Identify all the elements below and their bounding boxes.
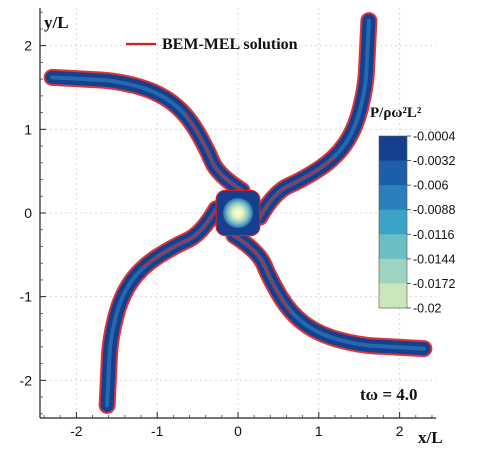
vortex-arms	[43, 12, 433, 414]
legend-label-bem-mel: BEM-MEL solution	[162, 36, 298, 53]
x-tick-label-1: -1	[151, 423, 164, 439]
vortex-core	[223, 198, 253, 228]
colorbar-title: P/ρω²L²	[370, 105, 422, 121]
colorbar-label-2: -0.006	[413, 179, 448, 193]
colorbar-band-2	[379, 185, 407, 211]
colorbar-label-7: -0.02	[413, 302, 442, 316]
colorbar: P/ρω²L² -0.0004 -0.0032 -0.006 -0.0088 -0.01…	[370, 105, 455, 316]
colorbar-border	[378, 135, 408, 309]
arm-body-1	[45, 70, 249, 197]
bem-mel-curve-2	[140, 208, 217, 269]
colorbar-label-5: -0.0144	[413, 252, 455, 266]
y-tick-label-0: -2	[20, 372, 33, 388]
y-tick-label-4: 2	[24, 38, 32, 54]
colorbar-label-4: -0.0116	[413, 228, 455, 242]
colorbar-band-1	[379, 160, 407, 186]
y-tick-label-1: -1	[20, 289, 33, 305]
x-axis-title: x/L	[418, 428, 443, 447]
colorbar-label-1: -0.0032	[413, 154, 455, 168]
x-tick-label-0: -2	[70, 423, 83, 439]
colorbar-band-4	[379, 234, 407, 260]
time-annotation: tω = 4.0	[360, 385, 418, 404]
colorbar-band-5	[379, 258, 407, 284]
colorbar-label-6: -0.0172	[413, 277, 455, 291]
y-tick-label-2: 0	[24, 205, 32, 221]
axis-ticks: -2 -1 0 1 2 -2 -1 0 1 2	[20, 11, 433, 439]
colorbar-label-3: -0.0088	[413, 203, 455, 217]
colorbar-label-0: -0.0004	[413, 130, 455, 144]
arm-body-2	[100, 202, 223, 412]
x-tick-label-3: 1	[315, 423, 323, 439]
bem-mel-curve-1	[184, 112, 243, 192]
colorbar-band-3	[379, 209, 407, 235]
colorbar-band-0	[379, 136, 407, 162]
colorbar-band-6	[379, 283, 407, 309]
y-axis-title: y/L	[44, 13, 69, 32]
legend: BEM-MEL solution	[126, 36, 298, 53]
x-tick-label-4: 2	[396, 423, 404, 439]
x-tick-label-2: 0	[234, 423, 242, 439]
bem-mel-curve-0	[259, 157, 336, 218]
y-tick-label-3: 1	[24, 121, 32, 137]
bem-mel-curve-3	[233, 234, 292, 314]
